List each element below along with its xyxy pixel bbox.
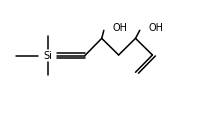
Text: OH: OH xyxy=(148,23,163,34)
Text: OH: OH xyxy=(112,23,127,34)
Text: Si: Si xyxy=(43,51,52,61)
